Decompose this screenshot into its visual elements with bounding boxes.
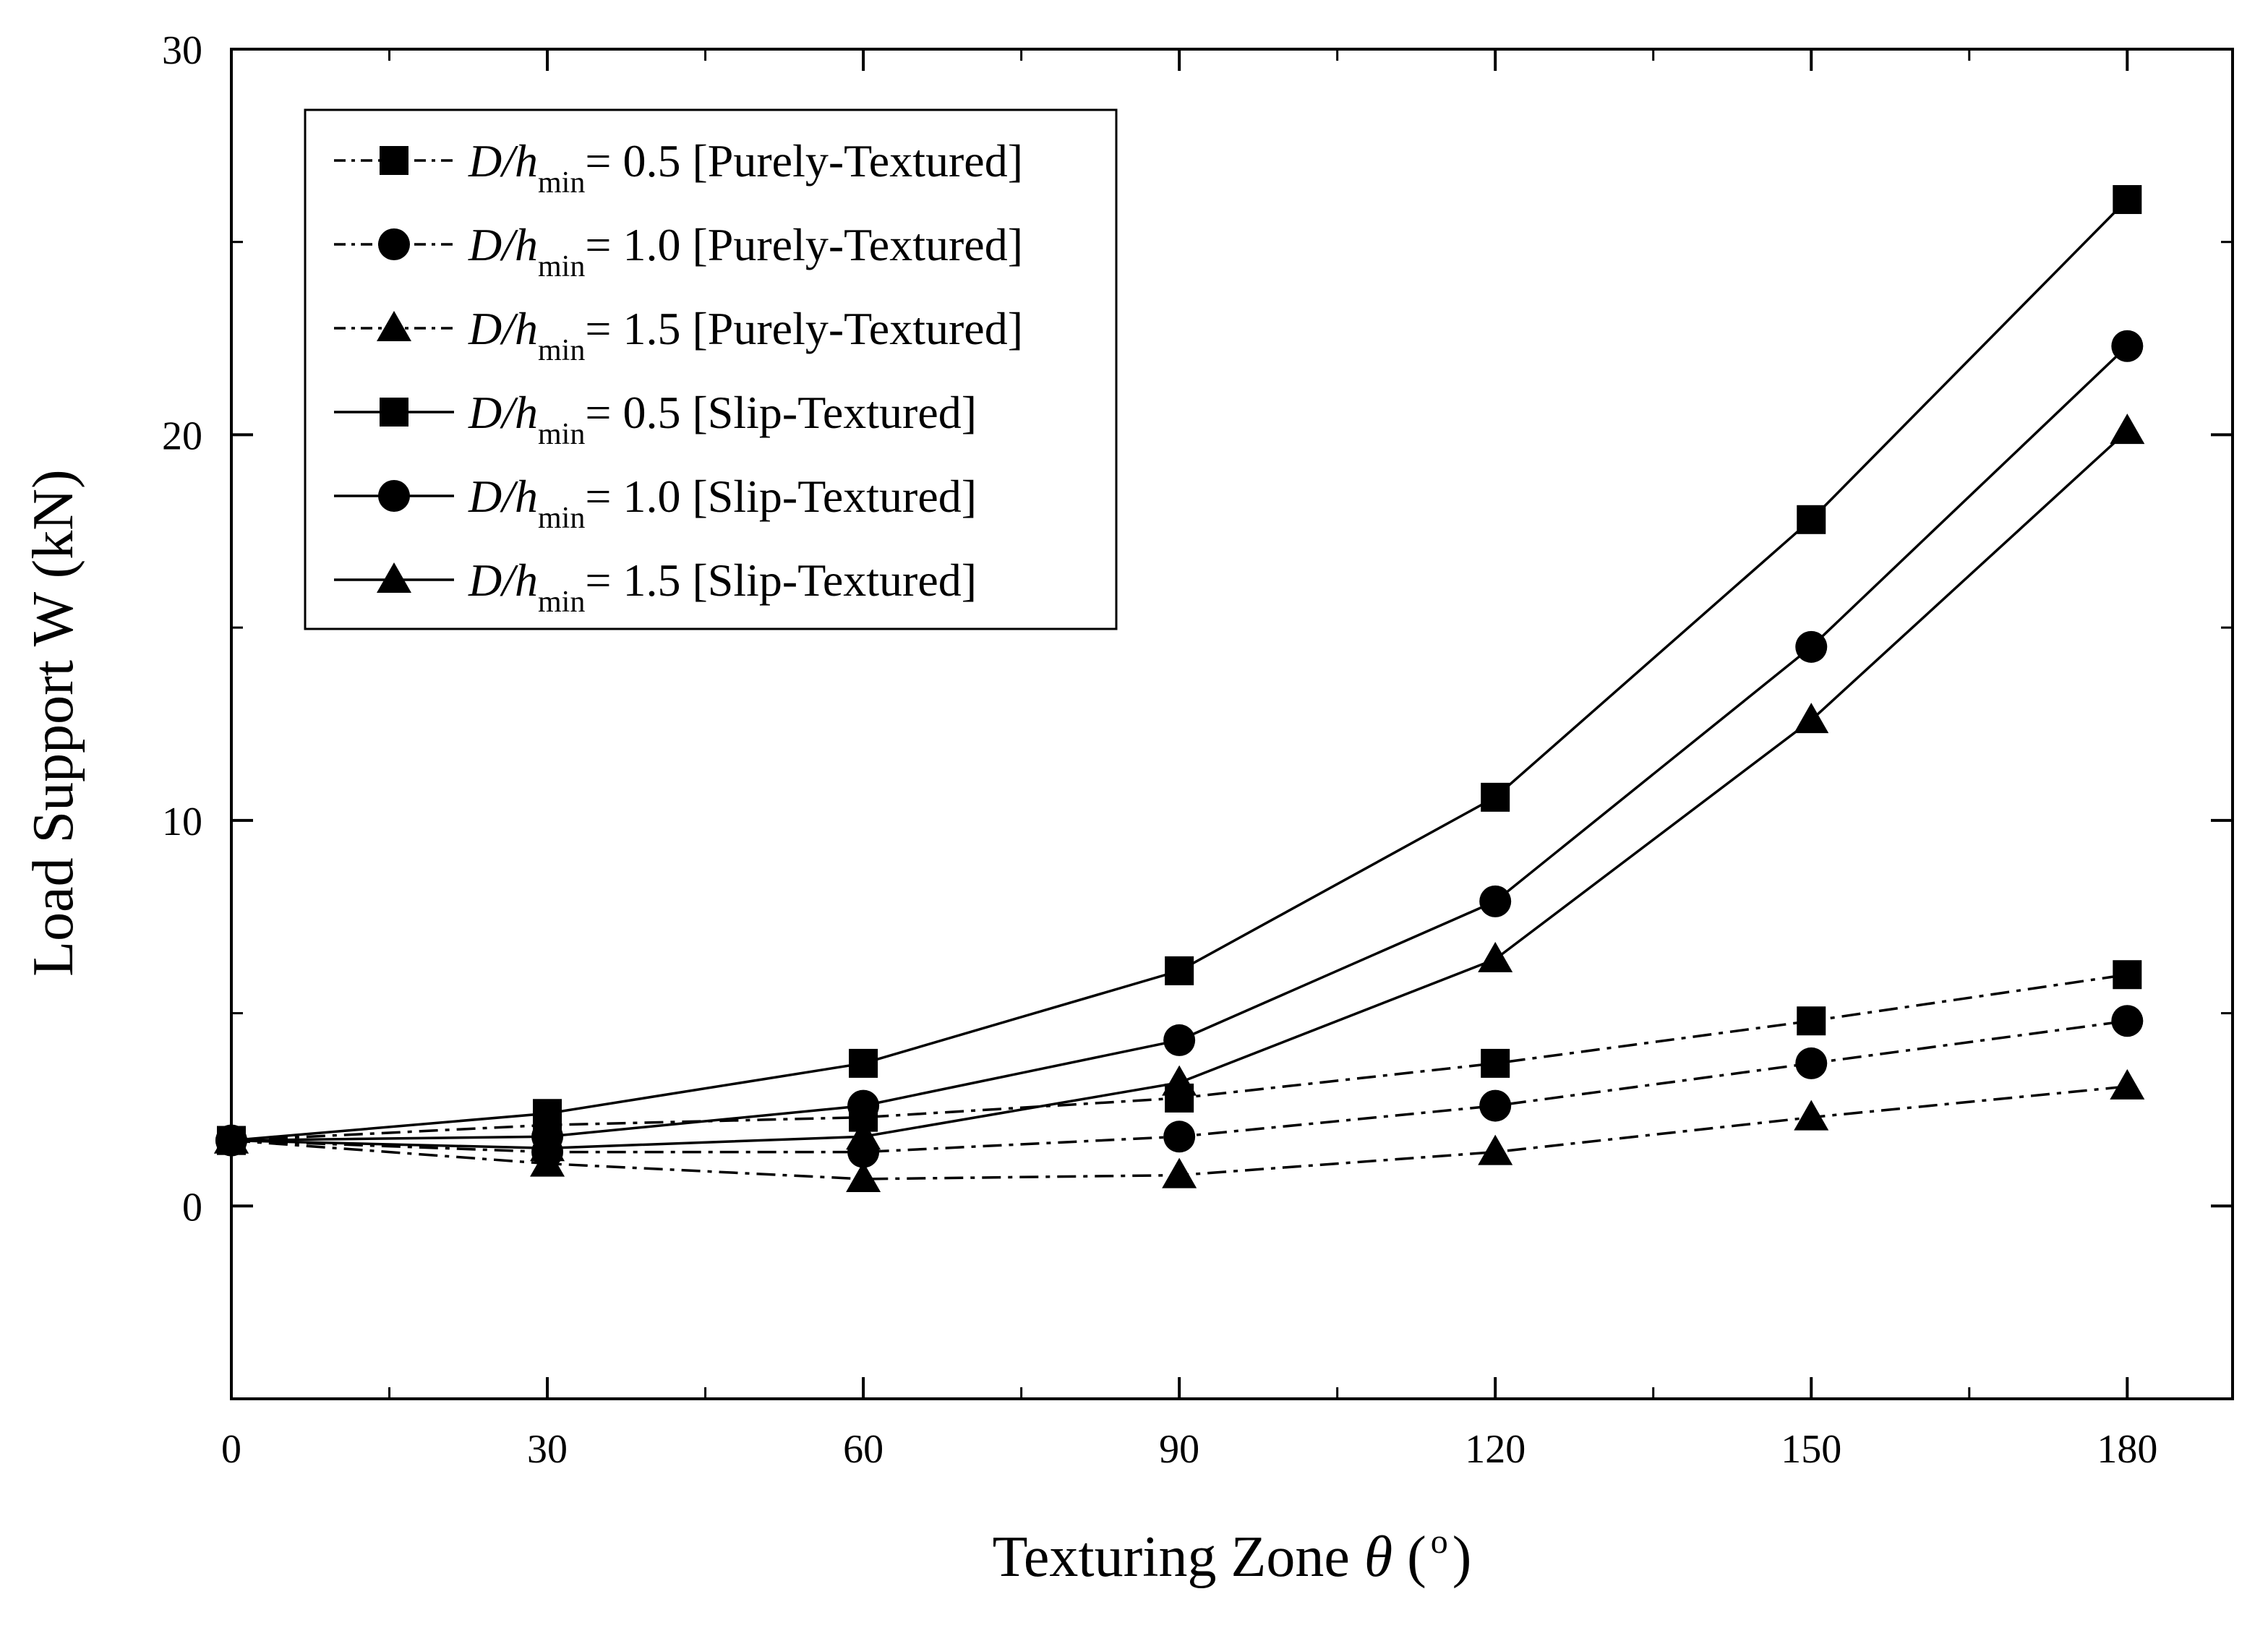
x-tick-label: 150 (1781, 1427, 1841, 1472)
data-point-square (1165, 956, 1194, 985)
x-axis-title-degree: o (1431, 1522, 1448, 1561)
data-point-circle (1795, 1047, 1828, 1079)
data-point-circle (2111, 1005, 2144, 1037)
plot-frame (230, 48, 2234, 1400)
legend-label-value: = 1.0 [Slip-Textured] (585, 471, 977, 522)
legend-label: D/hmin= 1.5 [Purely-Textured] (468, 303, 1023, 367)
legend-box (304, 108, 1118, 630)
data-point-triangle (846, 1119, 881, 1150)
data-point-circle (1479, 885, 1512, 917)
legend-label-subscript: min (538, 166, 585, 200)
legend: D/hmin= 0.5 [Purely-Textured]D/hmin= 1.0… (304, 108, 1118, 630)
y-tick-label: 30 (162, 28, 202, 73)
legend-label-prefix: D/h (468, 219, 538, 270)
data-point-triangle (1794, 703, 1829, 734)
y-tick-label: 10 (162, 800, 202, 844)
legend-item: D/hmin= 1.0 [Purely-Textured] (334, 219, 1023, 283)
x-axis-title-paren-close: ) (1452, 1525, 1472, 1589)
x-axis-title-text: Texturing Zone (993, 1525, 1350, 1589)
legend-label-prefix: D/h (468, 471, 538, 522)
legend-item: D/hmin= 1.5 [Purely-Textured] (334, 303, 1023, 367)
legend-label: D/hmin= 0.5 [Slip-Textured] (468, 387, 977, 451)
data-point-square (849, 1048, 878, 1078)
data-point-triangle (530, 1146, 565, 1177)
legend-marker-square (380, 146, 408, 175)
y-axis-title: Load Support W (kN) (22, 469, 85, 976)
data-point-triangle (1478, 941, 1513, 972)
legend-label: D/hmin= 1.0 [Slip-Textured] (468, 471, 977, 535)
data-point-circle (847, 1089, 880, 1122)
data-point-square (1481, 1048, 1510, 1078)
data-point-square (2113, 960, 2142, 990)
x-tick-label: 120 (1465, 1427, 1525, 1472)
data-point-square (1481, 782, 1510, 812)
legend-label-value: = 0.5 [Slip-Textured] (585, 387, 977, 438)
legend-item: D/hmin= 1.0 [Slip-Textured] (334, 471, 977, 535)
y-tick-label: 0 (182, 1185, 202, 1230)
data-point-triangle (846, 1161, 881, 1192)
legend-item: D/hmin= 0.5 [Slip-Textured] (334, 387, 977, 451)
legend-label-subscript: min (538, 418, 585, 451)
data-point-triangle (1794, 1100, 1829, 1131)
data-point-triangle (1478, 1134, 1513, 1165)
x-tick-label: 90 (1159, 1427, 1199, 1472)
legend-label-prefix: D/h (468, 554, 538, 606)
tick-labels: 0 30 60 90 120 150 180 0 10 20 30 (162, 28, 2157, 1472)
legend-label-subscript: min (538, 502, 585, 535)
legend-label: D/hmin= 0.5 [Purely-Textured] (468, 135, 1023, 200)
series-3 (214, 1068, 2145, 1192)
data-point-square (2113, 185, 2142, 215)
y-tick-label: 20 (162, 414, 202, 458)
legend-item: D/hmin= 1.5 [Slip-Textured] (334, 554, 977, 619)
data-point-square (1797, 505, 1826, 534)
legend-label-value: = 1.5 [Purely-Textured] (585, 303, 1023, 354)
legend-marker-circle (378, 480, 410, 512)
legend-marker-triangle (377, 311, 411, 341)
data-point-circle (1479, 1089, 1512, 1122)
x-tick-label: 60 (843, 1427, 883, 1472)
data-series (214, 185, 2145, 1192)
legend-label: D/hmin= 1.5 [Slip-Textured] (468, 554, 977, 619)
data-point-square (1797, 1006, 1826, 1036)
x-tick-label: 0 (221, 1427, 241, 1472)
x-axis-title-symbol: θ (1364, 1525, 1392, 1589)
legend-item: D/hmin= 0.5 [Purely-Textured] (334, 135, 1023, 200)
legend-label-prefix: D/h (468, 135, 538, 187)
series-6 (214, 414, 2145, 1162)
legend-label-value: = 1.5 [Slip-Textured] (585, 554, 977, 606)
data-point-circle (1163, 1024, 1196, 1056)
data-point-triangle (530, 1131, 565, 1162)
data-point-triangle (2110, 414, 2145, 445)
data-point-triangle (1162, 1065, 1197, 1096)
legend-marker-circle (378, 228, 410, 260)
data-point-circle (2111, 330, 2144, 362)
legend-label-subscript: min (538, 334, 585, 367)
x-tick-label: 30 (527, 1427, 568, 1472)
x-tick-label: 180 (2097, 1427, 2157, 1472)
legend-label-value: = 1.0 [Purely-Textured] (585, 219, 1023, 270)
legend-label-prefix: D/h (468, 303, 538, 354)
data-point-circle (1795, 630, 1828, 663)
data-point-triangle (2110, 1068, 2145, 1100)
legend-label: D/hmin= 1.0 [Purely-Textured] (468, 219, 1023, 283)
x-axis-title: Texturing Zone θ(o) (993, 1522, 1472, 1589)
legend-label-value: = 0.5 [Purely-Textured] (585, 135, 1023, 187)
data-point-circle (1163, 1121, 1196, 1153)
legend-marker-square (380, 398, 408, 427)
legend-label-subscript: min (538, 250, 585, 283)
legend-marker-triangle (377, 562, 411, 593)
data-point-triangle (1162, 1157, 1197, 1188)
legend-label-subscript: min (538, 586, 585, 619)
x-axis-title-paren-open: ( (1407, 1525, 1426, 1589)
tick-marks (230, 48, 2233, 1400)
legend-label-prefix: D/h (468, 387, 538, 438)
